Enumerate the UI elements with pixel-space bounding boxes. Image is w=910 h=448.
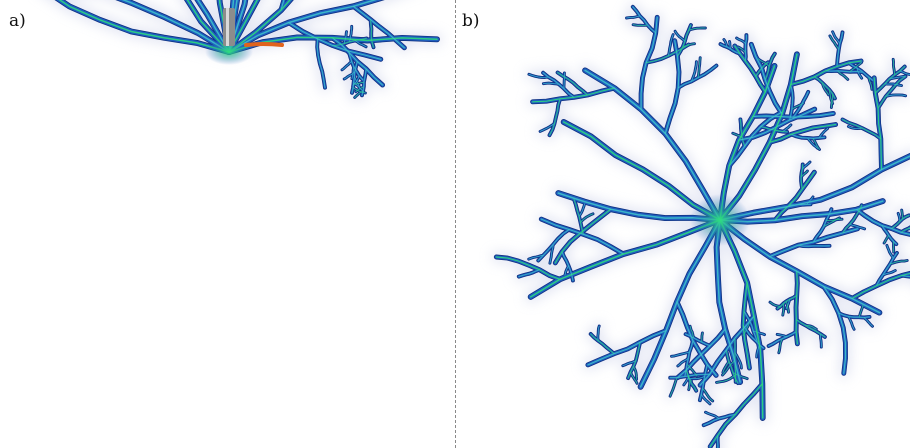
panel-a: a) — [0, 0, 452, 448]
panel-b-label: b) — [462, 11, 480, 31]
root-hotspot — [244, 42, 284, 47]
root-highlight — [495, 6, 910, 448]
stem-tube-icon — [223, 8, 235, 46]
root-crown — [205, 39, 253, 65]
panel-a-label: a) — [9, 11, 26, 31]
root-system-top-view — [491, 2, 910, 448]
root-crown — [690, 194, 750, 246]
panel-divider — [455, 0, 456, 448]
root-system-side-view — [49, 0, 443, 102]
panel-b: b) — [458, 0, 910, 448]
